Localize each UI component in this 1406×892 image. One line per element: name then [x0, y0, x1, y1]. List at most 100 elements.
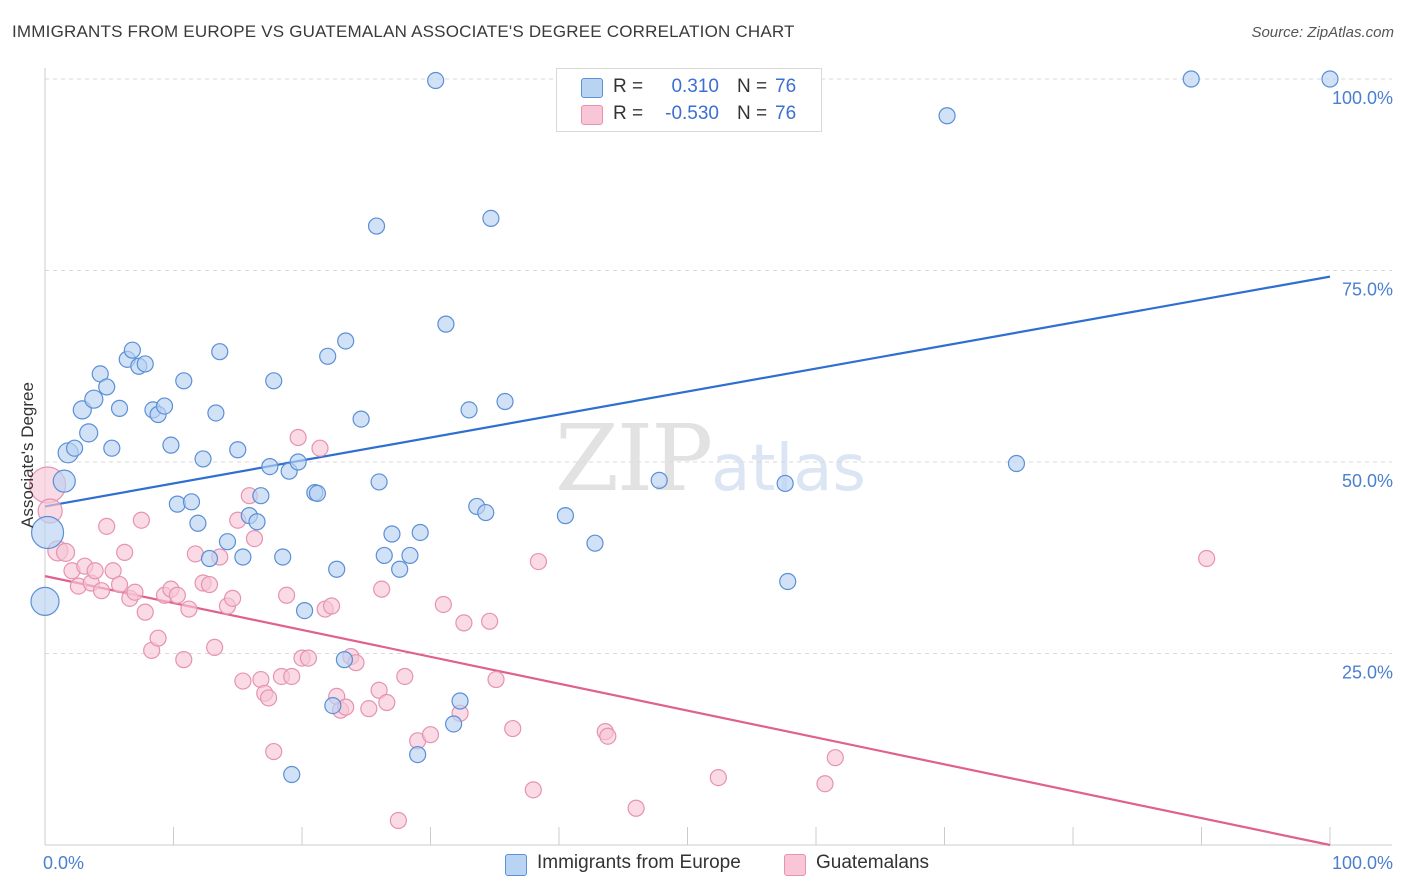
point-europe	[650, 471, 668, 489]
point-europe	[265, 372, 283, 390]
point-europe	[477, 503, 495, 522]
legend-n-label: N =	[737, 76, 768, 97]
legend-n-label: N =	[737, 103, 768, 124]
point-europe	[1321, 70, 1339, 88]
point-guatemalans	[200, 575, 219, 594]
point-guatemalans	[149, 629, 167, 647]
correlation-legend: R = 0.310 N = 76 R = -0.530 N = 76	[556, 68, 822, 132]
point-guatemalans	[481, 612, 499, 630]
legend-swatch-europe	[505, 854, 527, 876]
legend-n-value: 76	[775, 76, 797, 97]
point-guatemalans	[529, 552, 548, 571]
point-europe	[427, 71, 445, 90]
point-guatemalans	[126, 583, 144, 601]
y-tick-label: 50.0%	[1342, 471, 1393, 491]
data-points	[28, 70, 1339, 830]
point-europe	[207, 404, 225, 422]
axes	[44, 68, 1392, 846]
point-guatemalans	[168, 586, 186, 604]
legend-swatch-guatemalans	[581, 105, 603, 125]
point-guatemalans	[389, 811, 407, 830]
point-guatemalans	[709, 768, 727, 787]
point-guatemalans	[826, 749, 844, 767]
point-guatemalans	[55, 542, 76, 562]
point-europe	[556, 507, 575, 525]
point-europe	[451, 692, 469, 710]
trend-line-europe	[44, 275, 1331, 508]
legend-swatch-guatemalans	[784, 854, 806, 876]
point-europe	[496, 392, 514, 411]
point-europe	[352, 410, 370, 428]
point-guatemalans	[370, 681, 388, 699]
point-europe	[98, 378, 116, 396]
point-europe	[370, 473, 388, 491]
point-guatemalans	[373, 580, 391, 598]
legend-r-label: R =	[613, 76, 644, 97]
legend-label-europe: Immigrants from Europe	[537, 852, 741, 873]
point-europe	[274, 548, 292, 566]
point-guatemalans	[1198, 549, 1216, 568]
point-guatemalans	[206, 638, 224, 656]
legend-r-value: -0.530	[665, 103, 719, 124]
point-europe	[460, 401, 478, 419]
point-guatemalans	[104, 562, 122, 580]
point-europe	[261, 457, 279, 476]
point-guatemalans	[116, 543, 134, 561]
point-guatemalans	[234, 672, 252, 690]
point-europe	[84, 389, 104, 409]
chart-title: IMMIGRANTS FROM EUROPE VS GUATEMALAN ASS…	[12, 22, 795, 41]
point-europe	[391, 560, 409, 578]
point-europe	[319, 347, 337, 365]
point-europe	[211, 343, 229, 361]
point-europe	[938, 107, 956, 125]
x-tick-label: 0.0%	[43, 853, 84, 873]
point-europe	[586, 534, 604, 552]
legend-n-value: 76	[775, 103, 797, 124]
point-europe	[1007, 454, 1026, 473]
point-europe	[162, 436, 180, 454]
point-europe	[189, 514, 207, 532]
point-europe	[445, 715, 463, 733]
point-europe	[155, 397, 174, 415]
point-europe	[328, 560, 346, 578]
point-guatemalans	[434, 595, 452, 614]
point-guatemalans	[86, 562, 104, 580]
y-axis-title: Associate's Degree	[18, 382, 37, 528]
point-guatemalans	[524, 781, 542, 799]
point-guatemalans	[277, 586, 296, 604]
point-europe	[776, 474, 794, 493]
watermark-zip: ZIP	[555, 405, 713, 512]
series-legend: Immigrants from Europe Guatemalans	[0, 852, 1406, 878]
source-label: Source: ZipAtlas.com	[1251, 24, 1394, 41]
point-guatemalans	[289, 428, 307, 447]
legend-r-label: R =	[613, 103, 644, 124]
legend-r-value: 0.310	[671, 76, 719, 97]
point-guatemalans	[396, 667, 414, 686]
point-guatemalans	[283, 667, 301, 686]
point-europe	[779, 572, 797, 591]
point-europe	[295, 602, 314, 620]
point-europe	[103, 439, 121, 457]
point-europe	[383, 525, 401, 543]
tick-labels: 25.0% 50.0% 75.0% 100.0% 0.0% 100.0%	[43, 88, 1393, 873]
point-europe	[123, 341, 141, 359]
watermark: ZIPatlas	[555, 405, 866, 512]
point-europe	[367, 217, 386, 235]
legend-swatch-europe	[581, 78, 603, 98]
point-europe	[182, 493, 201, 511]
point-europe	[283, 765, 301, 784]
point-guatemalans	[360, 700, 378, 718]
point-guatemalans	[136, 603, 154, 621]
point-europe	[218, 533, 237, 551]
point-guatemalans	[378, 693, 396, 712]
point-europe	[482, 209, 500, 228]
point-guatemalans	[259, 689, 278, 707]
point-europe	[168, 495, 186, 513]
point-europe	[110, 399, 129, 417]
y-tick-label: 100.0%	[1332, 88, 1393, 108]
point-europe	[401, 546, 419, 565]
point-guatemalans	[627, 799, 645, 817]
point-guatemalans	[175, 651, 193, 669]
point-guatemalans	[455, 614, 473, 632]
